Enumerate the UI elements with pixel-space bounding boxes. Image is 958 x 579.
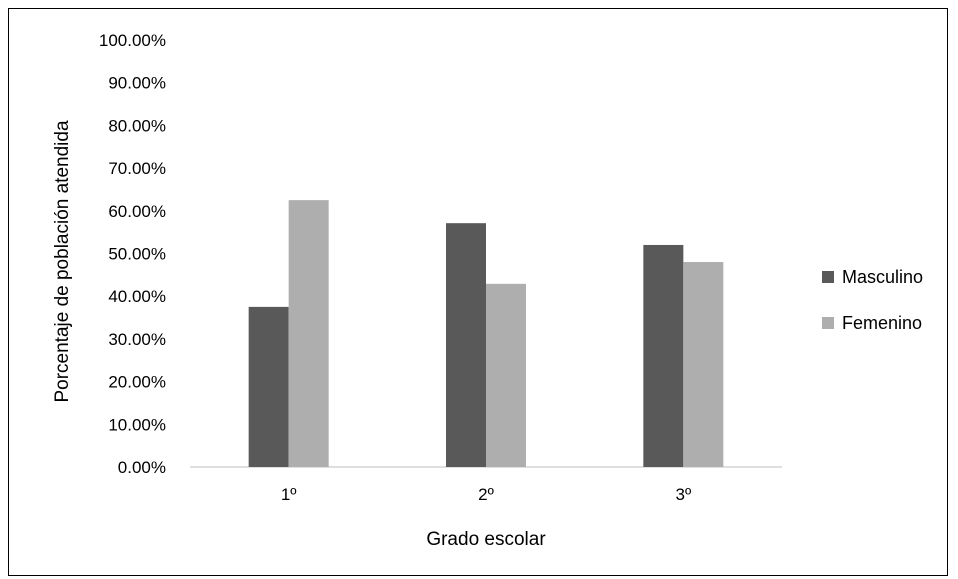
bar-femenino (683, 262, 724, 467)
x-tick-label: 3º (675, 485, 691, 504)
x-tick-label: 1º (281, 485, 297, 504)
legend-label: Femenino (842, 313, 922, 333)
bar-femenino (288, 200, 329, 467)
legend-swatch (822, 317, 834, 329)
y-tick-label: 40.00% (108, 287, 166, 306)
y-tick-label: 30.00% (108, 330, 166, 349)
x-axis-title: Grado escolar (426, 529, 546, 550)
y-axis-title: Porcentaje de población atendida (52, 120, 73, 402)
bar-masculino (248, 306, 289, 467)
bar-femenino (486, 283, 526, 467)
bar-masculino (446, 223, 486, 467)
y-tick-label: 60.00% (108, 202, 166, 221)
y-tick-label: 10.00% (108, 415, 166, 434)
y-tick-label: 80.00% (108, 116, 166, 135)
y-tick-label: 50.00% (108, 245, 166, 264)
legend-swatch (822, 271, 834, 283)
x-tick-labels: 1º 2º 3º (281, 485, 691, 504)
y-tick-label: 100.00% (99, 31, 166, 50)
bar-masculino (643, 244, 684, 467)
y-tick-label: 90.00% (108, 74, 166, 93)
y-tick-labels: 0.00% 10.00% 20.00% 30.00% 40.00% 50.00% 60.00… (99, 31, 166, 477)
bars (248, 200, 724, 467)
legend: Masculino Femenino (822, 267, 923, 333)
y-tick-label: 0.00% (118, 458, 166, 477)
legend-label: Masculino (842, 267, 923, 287)
y-tick-label: 20.00% (108, 373, 166, 392)
y-tick-label: 70.00% (108, 159, 166, 178)
x-tick-label: 2º (478, 485, 494, 504)
